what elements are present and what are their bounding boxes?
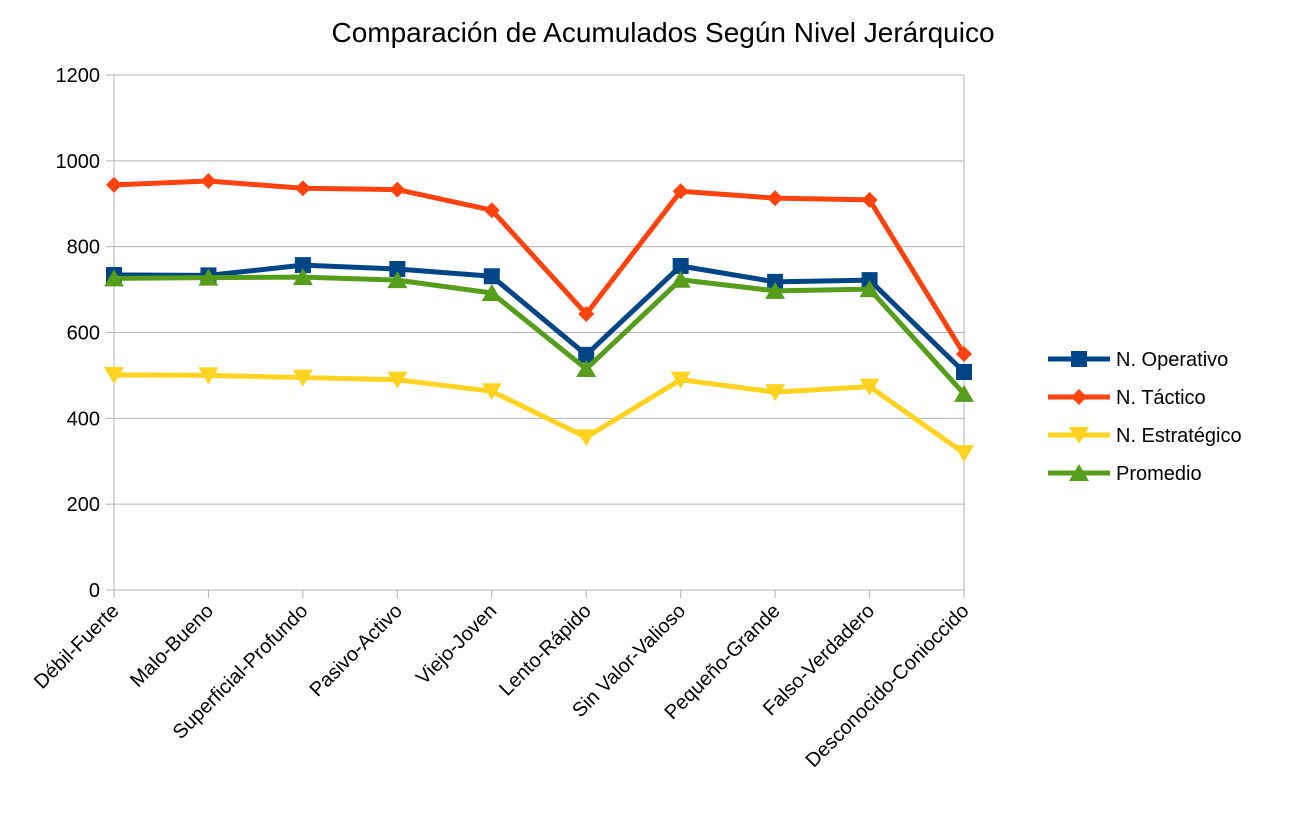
marker xyxy=(1069,427,1089,444)
series-line xyxy=(113,372,966,456)
marker xyxy=(1071,389,1087,405)
legend-label: N. Estratégico xyxy=(1116,425,1242,447)
x-tick-label: Lento-Rápido xyxy=(495,600,595,700)
legend-label: Promedio xyxy=(1116,463,1202,485)
marker xyxy=(104,269,124,287)
marker xyxy=(292,369,313,387)
x-tick-label: Débil-Fuerte xyxy=(30,600,123,693)
legend-label: N. Operativo xyxy=(1116,349,1228,371)
y-tick-label: 600 xyxy=(67,323,100,345)
marker xyxy=(198,268,219,286)
marker xyxy=(767,273,784,290)
marker xyxy=(578,306,595,323)
chart-title: Comparación de Acumulados Según Nivel Je… xyxy=(331,17,994,48)
marker xyxy=(387,371,408,389)
marker xyxy=(1069,464,1089,481)
series-line xyxy=(113,274,966,396)
marker xyxy=(481,383,502,401)
y-tick-label: 1000 xyxy=(56,151,101,173)
legend-label: N. Táctico xyxy=(1116,387,1206,409)
marker xyxy=(294,257,311,274)
marker xyxy=(1071,351,1087,367)
marker xyxy=(767,190,784,207)
y-tick-label: 400 xyxy=(67,408,100,430)
series-line xyxy=(113,262,966,374)
series-line xyxy=(113,178,967,356)
y-tick-label: 1200 xyxy=(56,65,101,87)
marker xyxy=(672,257,689,274)
y-tick-label: 0 xyxy=(89,580,100,602)
marker xyxy=(104,366,124,384)
marker xyxy=(387,271,408,289)
marker xyxy=(294,180,311,197)
marker xyxy=(954,445,974,463)
marker xyxy=(670,371,691,389)
x-tick-label: Malo-Bueno xyxy=(126,600,218,692)
marker xyxy=(576,429,597,447)
marker xyxy=(956,363,972,380)
marker xyxy=(481,284,502,302)
marker xyxy=(859,280,880,298)
y-tick-label: 800 xyxy=(67,237,100,259)
marker xyxy=(956,345,972,362)
marker xyxy=(106,176,122,193)
y-tick-label: 200 xyxy=(67,494,100,516)
x-tick-label: Desconocido-Conioccido xyxy=(802,600,974,772)
marker xyxy=(954,384,974,402)
marker xyxy=(765,384,786,402)
marker xyxy=(861,272,878,289)
marker xyxy=(483,268,500,285)
x-tick-label: Pasivo-Activo xyxy=(306,600,407,701)
marker xyxy=(389,181,406,198)
marker xyxy=(859,378,880,396)
marker xyxy=(389,260,406,277)
marker xyxy=(200,173,217,190)
x-tick-label: Viejo-Joven xyxy=(412,600,501,689)
marker xyxy=(670,270,691,288)
marker xyxy=(578,346,595,363)
marker xyxy=(198,367,219,385)
marker xyxy=(292,268,313,286)
marker xyxy=(483,202,500,219)
marker xyxy=(576,359,597,377)
marker xyxy=(672,183,689,200)
marker xyxy=(765,281,786,299)
marker xyxy=(861,191,878,208)
